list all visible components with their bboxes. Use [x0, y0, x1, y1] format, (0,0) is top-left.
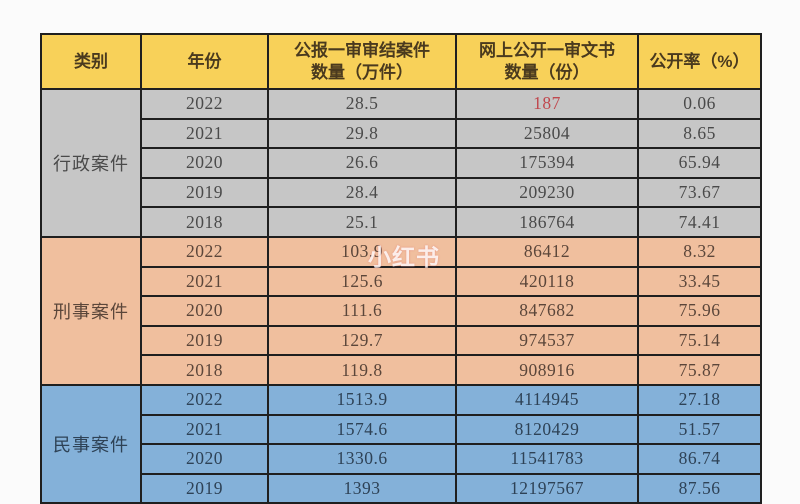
header-cell-4: 公开率（%）: [637, 33, 762, 90]
header-cell-2: 公报一审审结案件 数量（万件）: [267, 33, 457, 90]
cases-count-cell: 103.9: [267, 235, 457, 268]
table-row: 刑事案件 2022 103.9 86412 8.32: [40, 235, 762, 386]
year-cell: 2019: [140, 176, 269, 209]
rate-cell: 33.45: [637, 265, 762, 298]
documents-count-cell: 974537: [455, 324, 639, 357]
year-cell: 2020: [140, 295, 269, 327]
rate-cell: 87.56: [637, 472, 762, 504]
year-cell: 2021: [140, 413, 269, 446]
year-cell: 2018: [140, 206, 269, 238]
rate-cell: 27.18: [637, 383, 762, 416]
documents-count-cell: 4114945: [455, 383, 639, 416]
cases-count-cell: 1393: [267, 472, 457, 504]
cases-count-cell: 1513.9: [267, 383, 457, 416]
table-row: 2021 125.6 420118 33.45: [41, 265, 762, 298]
year-cell: 2019: [140, 324, 269, 357]
table-row: 2018 119.8 908916 75.87: [41, 354, 762, 386]
table-row: 2019 1393 12197567 87.56: [41, 472, 762, 504]
documents-count-cell: 186764: [455, 206, 639, 238]
rate-cell: 75.96: [637, 295, 762, 327]
cases-count-cell: 119.8: [267, 354, 457, 386]
year-cell: 2020: [140, 147, 269, 179]
year-cell: 2020: [140, 443, 269, 475]
year-cell: 2022: [140, 88, 269, 120]
category-cell: 行政案件: [40, 88, 142, 238]
cases-count-cell: 1574.6: [267, 413, 457, 446]
header-cell-1: 年份: [140, 33, 269, 90]
cases-count-cell: 129.7: [267, 324, 457, 357]
cases-count-cell: 28.4: [267, 176, 457, 209]
year-cell: 2022: [140, 383, 269, 416]
table-row: 2020 111.6 847682 75.96: [41, 295, 762, 327]
rate-cell: 65.94: [637, 147, 762, 179]
documents-count-cell: 8120429: [455, 413, 639, 446]
rate-cell: 8.32: [637, 235, 762, 268]
documents-count-cell: 175394: [455, 147, 639, 179]
documents-count-cell: 25804: [455, 117, 639, 150]
header-cell-3: 网上公开一审文书 数量（份）: [455, 33, 639, 90]
table-row: 民事案件 2022 1513.9 4114945 27.18: [40, 383, 762, 504]
rate-cell: 75.87: [637, 354, 762, 386]
rate-cell: 8.65: [637, 117, 762, 150]
table-row: 2021 29.8 25804 8.65: [41, 117, 762, 150]
documents-count-cell: 420118: [455, 265, 639, 298]
year-cell: 2019: [140, 472, 269, 504]
table-row: 2019 129.7 974537 75.14: [41, 324, 762, 357]
table-row: 2019 28.4 209230 73.67: [41, 176, 762, 209]
cases-count-cell: 111.6: [267, 295, 457, 327]
documents-count-cell: 12197567: [455, 472, 639, 504]
documents-count-cell: 209230: [455, 176, 639, 209]
year-cell: 2021: [140, 117, 269, 150]
table-row: 2021 1574.6 8120429 51.57: [41, 413, 762, 446]
rate-cell: 75.14: [637, 324, 762, 357]
rate-cell: 0.06: [637, 88, 762, 120]
cases-count-cell: 28.5: [267, 88, 457, 120]
rate-cell: 51.57: [637, 413, 762, 446]
table-row: 2018 25.1 186764 74.41: [41, 206, 762, 238]
cases-count-cell: 26.6: [267, 147, 457, 179]
rate-cell: 74.41: [637, 206, 762, 238]
documents-count-cell: 847682: [455, 295, 639, 327]
documents-count-cell: 908916: [455, 354, 639, 386]
category-cell: 刑事案件: [40, 235, 142, 386]
rate-cell: 86.74: [637, 443, 762, 475]
cases-count-cell: 1330.6: [267, 443, 457, 475]
table-row: 2020 1330.6 11541783 86.74: [41, 443, 762, 475]
cases-count-cell: 25.1: [267, 206, 457, 238]
table-row: 行政案件 2022 28.5 187 0.06: [40, 88, 762, 238]
year-cell: 2021: [140, 265, 269, 298]
rate-cell: 73.67: [637, 176, 762, 209]
cases-count-cell: 29.8: [267, 117, 457, 150]
year-cell: 2018: [140, 354, 269, 386]
category-cell: 民事案件: [40, 383, 142, 504]
header-cell-0: 类别: [40, 33, 142, 90]
documents-count-cell: 11541783: [455, 443, 639, 475]
case-statistics-table: 类别 年份 公报一审审结案件 数量（万件） 网上公开一审文书 数量（份） 公开率（%） …: [40, 33, 762, 504]
documents-count-cell: 187: [455, 88, 639, 120]
table-row: 2020 26.6 175394 65.94: [41, 147, 762, 179]
documents-count-cell: 86412: [455, 235, 639, 268]
table-header-row: 类别 年份 公报一审审结案件 数量（万件） 网上公开一审文书 数量（份） 公开率（%）: [40, 33, 762, 90]
cases-count-cell: 125.6: [267, 265, 457, 298]
year-cell: 2022: [140, 235, 269, 268]
